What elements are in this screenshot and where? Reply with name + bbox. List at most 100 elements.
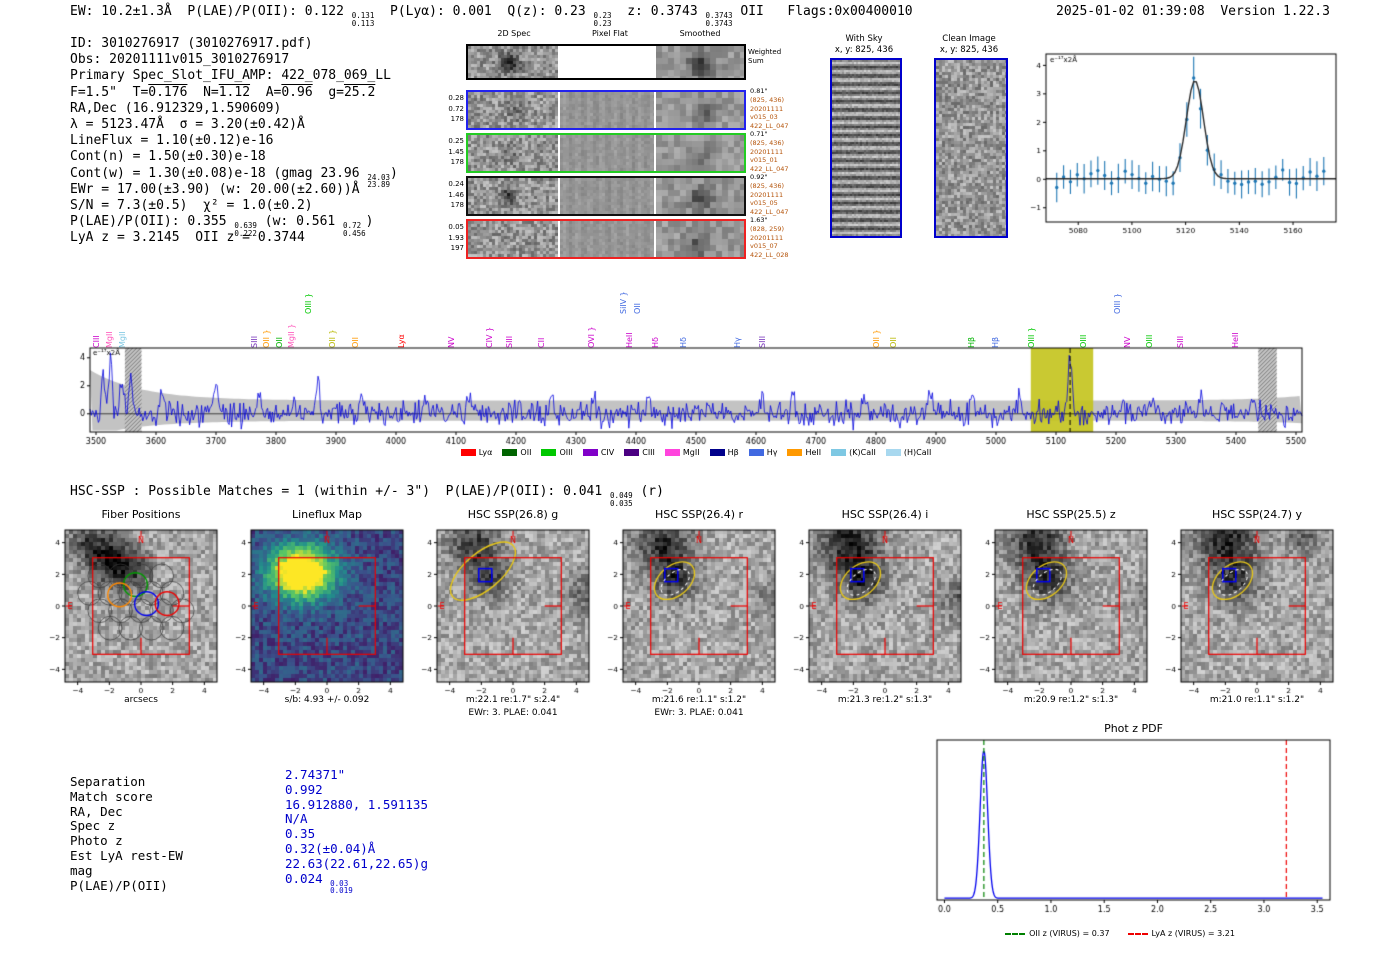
smoothed-image [656, 92, 744, 128]
legend-swatch [748, 449, 764, 456]
spec2d-left-label: 0.72 [448, 104, 464, 113]
spec2d-left-label: 178 [450, 158, 464, 166]
info-line: ID: 3010276917 (3010276917.pdf) [70, 36, 398, 52]
header-stack: 0.3743 0.3743 [705, 12, 732, 27]
spec2d-annotation-line: 422_LL_047 [750, 208, 789, 217]
full-spectrum-plot [55, 340, 1315, 452]
spec2d-left-label: 1.93 [448, 233, 464, 242]
clean-image-title: Clean Image [942, 34, 996, 44]
cutout-title: HSC SSP(24.7) y [1211, 508, 1303, 521]
hsc-header-text: (r) [632, 484, 664, 499]
spectrum-legend-item: CIV [582, 448, 614, 457]
cutout-image-gray [587, 527, 777, 705]
header-stack-top: 0.23 [593, 11, 612, 20]
info-line: Primary Spec_Slot_IFU_AMP: 422_078_069_L… [70, 68, 398, 84]
photz-legend-item: OII z (VIRUS) = 0.37 [1005, 929, 1110, 938]
spec2d-left-label: 0.05 [448, 223, 464, 231]
with-sky-image [830, 58, 902, 238]
info-text: ) [390, 165, 398, 181]
spec2d-annotation-line: 422_LL_047 [750, 165, 789, 174]
info-stack-bottom: 23.89 [367, 180, 390, 190]
spec2d-annotation-line: 20201111 [750, 104, 784, 113]
spec2d-annotation-line: v015_07 [750, 242, 778, 251]
info-stack-bottom: 0.222 [234, 228, 257, 238]
legend-swatch [502, 449, 518, 456]
spec2d-annotation-line: 422_LL_047 [750, 122, 789, 131]
info-line: λ = 5123.47Å σ = 3.20(±0.42)Å [70, 117, 398, 133]
hsc-header-stack-bottom: 0.035 [610, 498, 633, 508]
photz-pdf-plot [905, 733, 1355, 925]
pixel-flat-image [560, 135, 654, 171]
pixel-flat-image [560, 178, 654, 214]
detection-info-block: ID: 3010276917 (3010276917.pdf) Obs: 2020… [70, 36, 398, 246]
photz-pdf-title: Phot z PDF [1104, 722, 1163, 735]
spectrum-legend-item: Hγ [748, 448, 777, 457]
info-line: EWr = 17.00(±3.90) (w: 20.00(±2.60))Å [70, 182, 398, 198]
weighted-sum-label: Weighted Sum [748, 48, 781, 66]
spectrum-legend-item: (K)CaII [831, 448, 876, 457]
spec2d-annotation-line: 422_LL_028 [750, 251, 789, 260]
spec2d-row-frame [466, 90, 746, 130]
info-text: 25.2 [343, 84, 376, 100]
info-line: Cont(w) = 1.30(±0.08)e-18 (gmag 23.96 24… [70, 165, 398, 189]
spec2d-annotation-line: v015_05 [750, 199, 778, 208]
info-text: Obs: 20201111v015_3010276917 [70, 52, 290, 68]
spec2d-annotation-line: 0.92" [750, 173, 768, 181]
spec2d-annotation-line: (825, 436) [750, 95, 785, 104]
cutout-image-fibers [29, 527, 219, 705]
cutout-title: HSC SSP(26.4) r [654, 508, 744, 521]
header-stack: 0.131 0.113 [352, 12, 375, 27]
cutout-title: Fiber Positions [101, 508, 181, 521]
clean-image [934, 58, 1008, 238]
spec2d-column-header: Smoothed [679, 29, 721, 38]
spec2d-left-label: 0.28 [448, 94, 464, 102]
spec2d-left-label: 178 [450, 115, 464, 123]
header-stack-bottom: 0.3743 [705, 18, 733, 28]
info-text: ) [365, 214, 374, 230]
info-line: LyA z = 3.2145 OII z = 0.3744 [70, 230, 398, 246]
hsc-ssp-match-header: HSC-SSP : Possible Matches = 1 (within +… [70, 484, 664, 507]
match-row-value: 16.912880, 1.591135 [285, 796, 428, 812]
spectrum-legend-item: Lyα [460, 448, 493, 457]
spec2d-annotation-line: (825, 436) [750, 138, 785, 147]
header-stack-bottom: 0.23 [593, 18, 612, 28]
spec2d-annotation-line: 0.81" [750, 87, 768, 95]
info-stack-top: 0.639 [234, 221, 257, 231]
info-text: ID: 3010276917 (3010276917.pdf) [70, 36, 313, 51]
cutout-image-gray [401, 527, 591, 705]
spec2d-row-annotations: 1.63" (828, 259) 20201111 v015_07 422_LL_028 [750, 216, 789, 260]
spectrum-legend-item: OII [502, 448, 531, 457]
catalog-match-table: Separation 2.74371" Match score 0.992 RA, De… [70, 767, 590, 917]
info-text: λ = 5123.47Å σ = 3.20(±0.42)Å [70, 116, 305, 132]
legend-label: HeII [805, 448, 822, 457]
cutout-caption: m:22.1 re:1.7" s:2.4" [465, 695, 561, 705]
cutout-title: HSC SSP(26.8) g [467, 508, 559, 521]
spec2d-row-annotations: 0.81" (825, 436) 20201111 v015_03 422_LL_047 [750, 87, 789, 131]
legend-label: Lyα [478, 448, 493, 457]
info-line: F=1.5" T=0.176 N=1.12 A=0.96 g=25.2 [70, 85, 398, 101]
spec2d-row-annotations: 0.92" (825, 436) 20201111 v015_05 422_LL_047 [750, 173, 789, 217]
info-text: P(LAE)/P(OII): 0.355 [70, 214, 235, 230]
photz-legend-label: LyA z (VIRUS) = 3.21 [1151, 929, 1235, 938]
header-text: z: 0.3743 [611, 4, 706, 19]
match-row-label: P(LAE)/P(OII) [70, 877, 168, 893]
spec2d-row-left-labels: 0.05 1.93 197 [440, 222, 464, 254]
info-text: N= [187, 84, 219, 100]
legend-swatch [787, 449, 803, 456]
smoothed-image [656, 46, 744, 78]
spec2d-row-left-labels: 0.25 1.45 178 [440, 136, 464, 168]
spec2d-left-label: 1.45 [448, 147, 464, 156]
with-sky-coords: x, y: 825, 436 [834, 45, 894, 55]
info-text: EWr = 17.00(±3.90) (w: 20.00(±2.60))Å [70, 181, 360, 197]
info-text: LyA z = 3.2145 OII z = 0.3744 [70, 230, 305, 246]
info-stack-top: 24.03 [367, 172, 390, 182]
info-text: Cont(w) = 1.30(±0.08)e-18 (gmag 23.96 [70, 165, 368, 181]
legend-label: OII [520, 448, 532, 457]
header-text: OII Flags:0x00400010 [732, 4, 913, 19]
cutout-image-viridis [215, 527, 405, 705]
spec2d-annotation-line: (828, 259) [750, 224, 785, 233]
match-row-label: RA, Dec [70, 803, 123, 819]
weighted-sum-line: Sum [748, 56, 764, 65]
info-text: S/N = 7.3(±0.5) χ² = 1.0(±0.2) [70, 197, 313, 213]
